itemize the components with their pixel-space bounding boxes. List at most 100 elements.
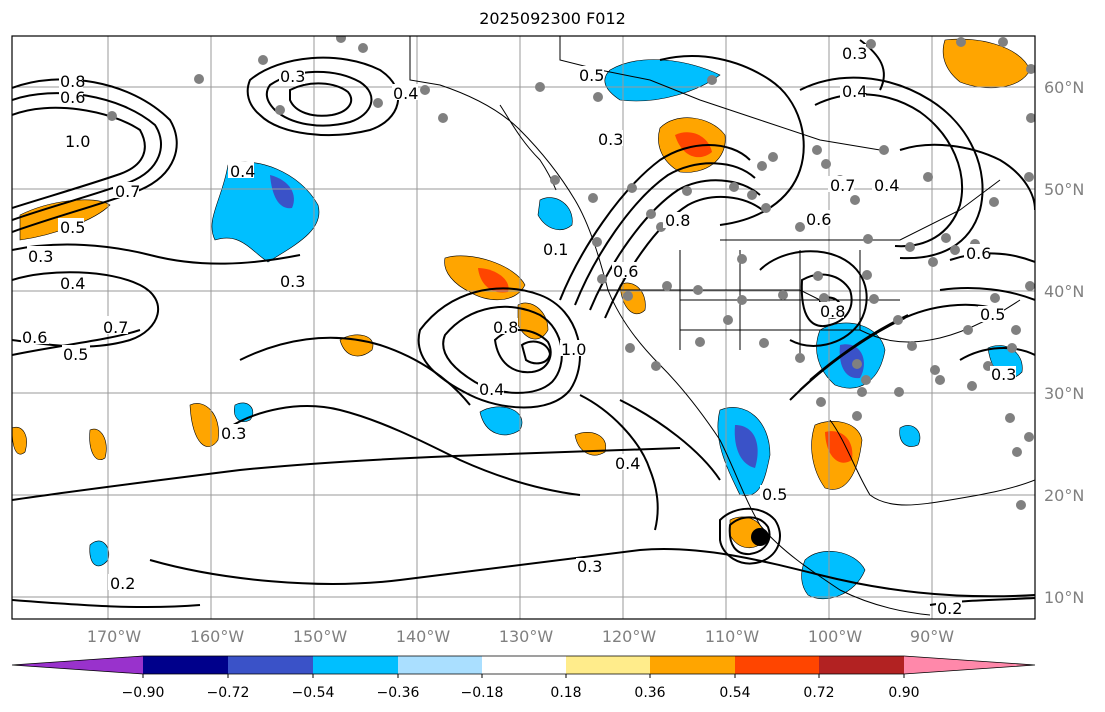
colorbar-segment	[650, 656, 735, 674]
lon-label: 130°W	[499, 627, 554, 646]
station-dot	[593, 92, 603, 102]
station-dot	[893, 315, 903, 325]
contour-label: 0.4	[230, 162, 255, 181]
negative-anomaly-patch	[89, 540, 110, 567]
contour-label: 0.6	[60, 88, 85, 107]
contour-label: 1.0	[561, 340, 586, 359]
colorbar-segment	[228, 656, 313, 674]
station-dot	[990, 293, 1000, 303]
station-dot	[535, 82, 545, 92]
station-dot	[695, 337, 705, 347]
station-dot	[707, 75, 717, 85]
station-dot	[861, 375, 871, 385]
contour-label: 0.3	[577, 557, 602, 576]
station-dot	[550, 175, 560, 185]
station-dot	[336, 36, 346, 43]
contour-label: 0.3	[28, 247, 53, 266]
contour-label: 0.3	[280, 67, 305, 86]
contour-label: 0.6	[22, 328, 47, 347]
colorbar-tick-label: −0.18	[461, 685, 504, 701]
station-dot	[646, 209, 656, 219]
contour-label: 0.5	[60, 218, 85, 237]
station-dot	[879, 145, 889, 155]
station-dot	[737, 254, 747, 264]
station-dot	[930, 365, 940, 375]
contour-label: 0.8	[493, 318, 518, 337]
station-dot	[588, 193, 598, 203]
colorbar-tick-label: 0.90	[888, 685, 919, 701]
colorbar: −0.90 −0.72 −0.54 −0.36 −0.18 0.18 0.36 …	[11, 655, 1036, 701]
lon-label: 120°W	[602, 627, 657, 646]
station-dot	[1016, 500, 1026, 510]
lon-label: 90°W	[910, 627, 954, 646]
negative-anomaly-patch	[604, 59, 721, 102]
positive-anomaly-patch-core	[675, 132, 712, 158]
lat-label: 40°N	[1044, 282, 1084, 301]
station-dot	[956, 37, 966, 47]
contour-label: 0.6	[806, 210, 831, 229]
negative-anomaly-patch	[801, 551, 866, 600]
contour-label: 0.3	[598, 130, 623, 149]
positive-anomaly-patch	[12, 426, 27, 455]
lon-label: 160°W	[190, 627, 245, 646]
station-dot	[420, 85, 430, 95]
lat-label: 50°N	[1044, 180, 1084, 199]
storm-center-marker	[751, 528, 769, 546]
station-dot	[821, 159, 831, 169]
station-dot	[998, 37, 1008, 47]
station-dot	[723, 315, 733, 325]
lon-label: 110°W	[705, 627, 760, 646]
station-dot	[729, 182, 739, 192]
colorbar-segment	[482, 656, 566, 674]
colorbar-segment	[143, 656, 228, 674]
contour-label: 1.0	[65, 132, 90, 151]
contour-label: 0.4	[615, 454, 640, 473]
map-title: 2025092300 F012	[479, 9, 626, 28]
negative-anomaly-patch-core	[734, 425, 758, 468]
contour-label: 0.7	[830, 176, 855, 195]
station-dot	[1005, 413, 1015, 423]
contour-label: 0.3	[280, 272, 305, 291]
contour-label: 0.4	[479, 380, 504, 399]
colorbar-segment	[12, 656, 143, 674]
longitude-labels: 170°W 160°W 150°W 140°W 130°W 120°W 110°…	[87, 627, 954, 646]
station-dot	[1025, 281, 1035, 291]
contour-label: 0.8	[665, 211, 690, 230]
lon-label: 100°W	[808, 627, 863, 646]
contour-label: 0.4	[60, 274, 85, 293]
contour-label: 0.5	[980, 305, 1005, 324]
positive-anomaly-patch	[942, 38, 1031, 89]
station-dot	[107, 111, 117, 121]
contour-label: 0.5	[762, 485, 787, 504]
station-dot	[627, 183, 637, 193]
colorbar-tick-label: 0.54	[719, 685, 750, 701]
station-dot	[1024, 172, 1034, 182]
contour-label: 0.4	[842, 82, 867, 101]
contour-label: 0.2	[937, 599, 962, 618]
station-dot	[768, 152, 778, 162]
station-dot	[967, 381, 977, 391]
colorbar-segment	[735, 656, 819, 674]
lat-label: 30°N	[1044, 384, 1084, 403]
contour-labels: 0.8 0.6 1.0 0.7 0.5 0.3 0.4 0.6 0.5 0.7 …	[21, 44, 1016, 618]
station-dot	[761, 203, 771, 213]
station-dot	[625, 343, 635, 353]
colorbar-tick-label: 0.36	[634, 685, 665, 701]
station-dot	[662, 281, 672, 291]
station-dot	[737, 295, 747, 305]
station-dot	[907, 341, 917, 351]
station-dot	[795, 353, 805, 363]
station-dot	[358, 43, 368, 53]
lat-label: 20°N	[1044, 486, 1084, 505]
station-dot	[1007, 343, 1017, 353]
station-dot	[819, 293, 829, 303]
station-dot	[852, 411, 862, 421]
negative-anomaly-patch	[537, 197, 573, 230]
station-dot	[850, 195, 860, 205]
colorbar-tick-label: 0.18	[550, 685, 581, 701]
latitude-labels: 60°N 50°N 40°N 30°N 20°N 10°N	[1044, 78, 1084, 607]
colorbar-segment	[566, 656, 650, 674]
station-dot	[373, 98, 383, 108]
station-dot	[950, 245, 960, 255]
